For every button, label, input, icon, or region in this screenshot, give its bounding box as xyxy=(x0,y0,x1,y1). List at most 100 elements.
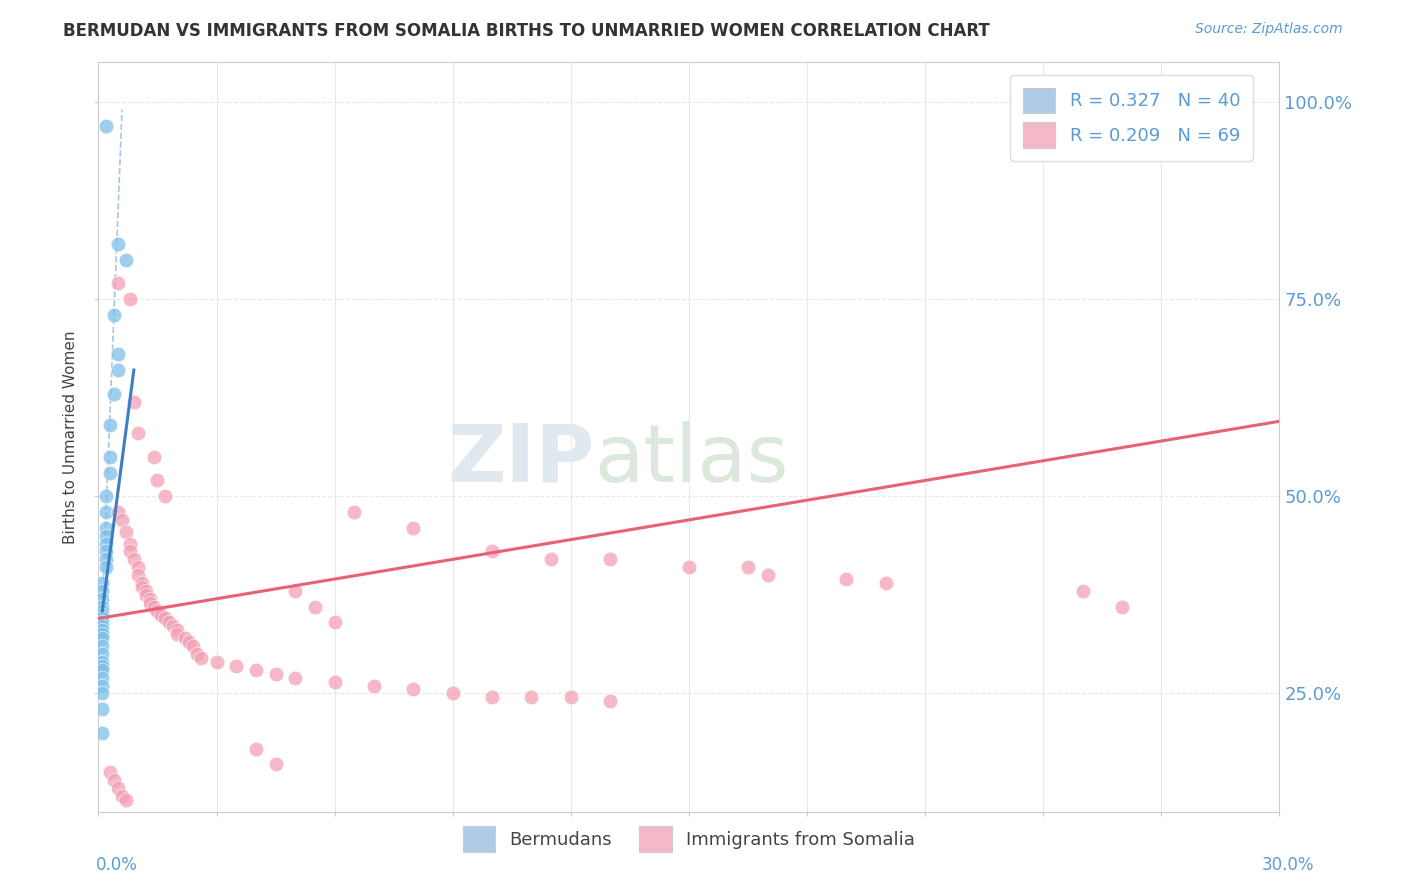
Point xyxy=(205,655,228,669)
Point xyxy=(96,560,118,574)
Point xyxy=(402,521,425,535)
Text: atlas: atlas xyxy=(595,420,789,499)
Point xyxy=(166,627,188,641)
Point xyxy=(96,505,118,519)
Point xyxy=(98,450,121,464)
Point xyxy=(111,789,134,803)
Point xyxy=(111,513,134,527)
Point xyxy=(481,544,503,558)
Point xyxy=(91,679,114,693)
Point xyxy=(91,686,114,700)
Point xyxy=(91,631,114,645)
Point xyxy=(225,658,247,673)
Point xyxy=(96,489,118,503)
Point xyxy=(284,583,307,598)
Point xyxy=(560,690,582,705)
Point xyxy=(166,624,188,638)
Point xyxy=(122,552,145,566)
Text: 30.0%: 30.0% xyxy=(1263,855,1315,873)
Point xyxy=(284,671,307,685)
Point xyxy=(323,674,346,689)
Point xyxy=(131,576,153,591)
Point xyxy=(150,607,173,622)
Point xyxy=(343,505,366,519)
Point xyxy=(181,639,204,653)
Point xyxy=(481,690,503,705)
Y-axis label: Births to Unmarried Women: Births to Unmarried Women xyxy=(63,330,79,544)
Point xyxy=(98,418,121,433)
Point xyxy=(107,780,129,795)
Point xyxy=(540,552,562,566)
Point xyxy=(245,741,267,756)
Point xyxy=(264,757,287,772)
Point xyxy=(402,682,425,697)
Point xyxy=(91,658,114,673)
Point xyxy=(441,686,464,700)
Point xyxy=(1111,599,1133,614)
Point xyxy=(146,474,169,488)
Point xyxy=(115,524,138,539)
Point xyxy=(118,544,141,558)
Point xyxy=(96,552,118,566)
Point xyxy=(91,655,114,669)
Point xyxy=(107,236,129,251)
Point xyxy=(91,647,114,661)
Point xyxy=(91,615,114,630)
Point xyxy=(91,663,114,677)
Point xyxy=(155,489,177,503)
Point xyxy=(96,529,118,543)
Point xyxy=(107,505,129,519)
Point xyxy=(107,347,129,361)
Point xyxy=(96,521,118,535)
Legend: Bermudans, Immigrants from Somalia: Bermudans, Immigrants from Somalia xyxy=(456,819,922,859)
Point xyxy=(835,572,858,586)
Text: BERMUDAN VS IMMIGRANTS FROM SOMALIA BIRTHS TO UNMARRIED WOMEN CORRELATION CHART: BERMUDAN VS IMMIGRANTS FROM SOMALIA BIRT… xyxy=(63,22,990,40)
Point xyxy=(115,252,138,267)
Point xyxy=(142,599,165,614)
Point xyxy=(177,635,200,649)
Point xyxy=(91,619,114,633)
Point xyxy=(91,702,114,716)
Text: Source: ZipAtlas.com: Source: ZipAtlas.com xyxy=(1195,22,1343,37)
Text: ZIP: ZIP xyxy=(447,420,595,499)
Point xyxy=(127,568,149,582)
Point xyxy=(103,308,125,322)
Point xyxy=(91,604,114,618)
Point xyxy=(174,631,197,645)
Point xyxy=(91,627,114,641)
Point xyxy=(91,591,114,606)
Point xyxy=(599,552,621,566)
Text: 0.0%: 0.0% xyxy=(96,855,138,873)
Point xyxy=(157,615,180,630)
Point xyxy=(127,560,149,574)
Point xyxy=(190,651,212,665)
Point xyxy=(91,611,114,625)
Point xyxy=(304,599,326,614)
Point xyxy=(118,536,141,550)
Point xyxy=(122,394,145,409)
Point xyxy=(91,639,114,653)
Point xyxy=(91,576,114,591)
Point xyxy=(138,596,160,610)
Point xyxy=(98,466,121,480)
Point xyxy=(363,679,385,693)
Point xyxy=(599,694,621,708)
Point xyxy=(91,583,114,598)
Point xyxy=(756,568,779,582)
Point xyxy=(737,560,759,574)
Point xyxy=(1071,583,1094,598)
Point xyxy=(245,663,267,677)
Point xyxy=(155,611,177,625)
Point xyxy=(162,619,184,633)
Point xyxy=(107,277,129,291)
Point xyxy=(127,426,149,441)
Point xyxy=(91,599,114,614)
Point xyxy=(96,536,118,550)
Point xyxy=(186,647,208,661)
Point xyxy=(98,765,121,780)
Point xyxy=(264,666,287,681)
Point xyxy=(91,624,114,638)
Point xyxy=(96,544,118,558)
Point xyxy=(103,386,125,401)
Point xyxy=(138,591,160,606)
